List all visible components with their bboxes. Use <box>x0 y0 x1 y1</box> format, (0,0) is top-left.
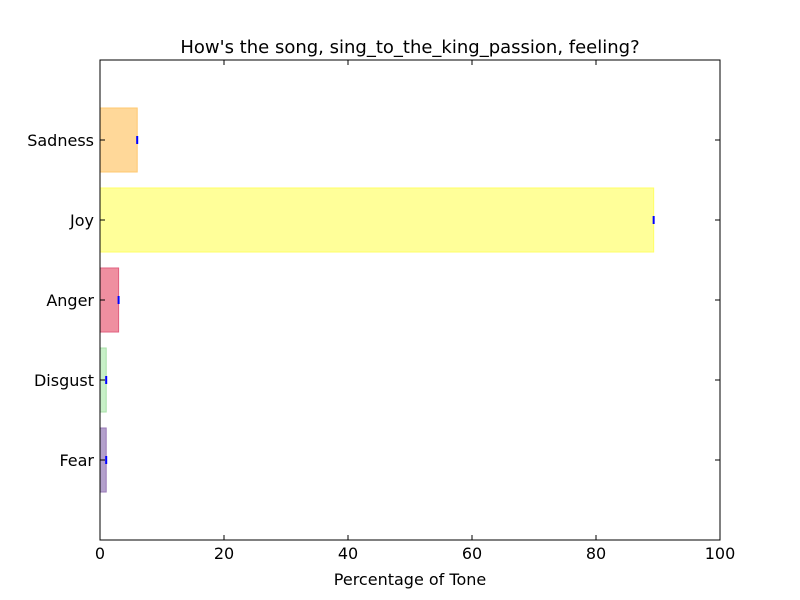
y-tick-label-joy: Joy <box>69 211 94 230</box>
x-tick-label-60: 60 <box>462 544 482 563</box>
x-tick-label-0: 0 <box>95 544 105 563</box>
chart-title: How's the song, sing_to_the_king_passion… <box>180 37 639 58</box>
x-tick-label-80: 80 <box>586 544 606 563</box>
x-tick-label-100: 100 <box>705 544 736 563</box>
x-tick-label-40: 40 <box>338 544 358 563</box>
x-tick-label-20: 20 <box>214 544 234 563</box>
x-axis: 0 20 40 60 80 100 <box>95 60 735 563</box>
y-tick-label-anger: Anger <box>46 291 94 310</box>
bar-joy <box>99 187 655 253</box>
markers-group <box>105 136 655 464</box>
y-tick-label-fear: Fear <box>59 451 94 470</box>
bar-sadness <box>99 107 138 173</box>
y-tick-label-sadness: Sadness <box>27 131 94 150</box>
y-axis: Sadness Joy Anger Disgust Fear <box>27 131 720 470</box>
x-axis-label: Percentage of Tone <box>334 570 486 589</box>
y-tick-label-disgust: Disgust <box>34 371 94 390</box>
